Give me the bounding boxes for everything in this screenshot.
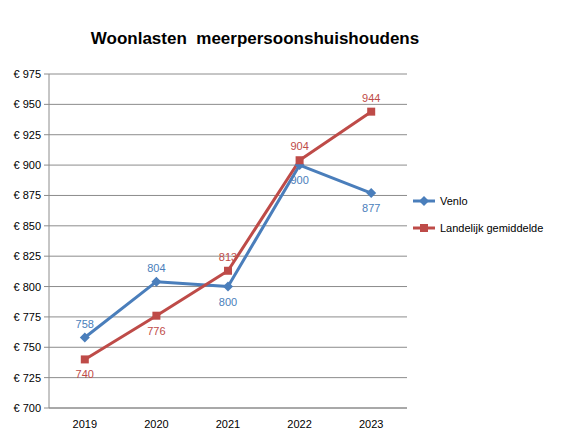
y-tick xyxy=(44,316,49,317)
title: Woonlasten meerpersoonshuishoudens xyxy=(91,29,419,48)
grid-line xyxy=(49,225,407,226)
data-point xyxy=(223,282,233,292)
legend-label: Landelijk gemiddelde xyxy=(440,222,543,234)
y-tick-label: € 725 xyxy=(13,372,41,384)
legend-marker xyxy=(420,224,428,232)
data-label: 904 xyxy=(290,140,308,152)
data-label: 813 xyxy=(219,251,237,263)
x-tick-label: 2023 xyxy=(359,418,383,430)
data-point xyxy=(151,277,161,287)
y-axis xyxy=(49,74,50,408)
grid-line xyxy=(49,408,407,409)
y-tick xyxy=(44,225,49,226)
y-tick-label: € 900 xyxy=(13,159,41,171)
grid-line xyxy=(49,104,407,105)
grid-line xyxy=(49,316,407,317)
data-point xyxy=(367,108,375,116)
data-label: 804 xyxy=(147,262,165,274)
grid-line xyxy=(49,377,407,378)
data-label: 758 xyxy=(76,318,94,330)
y-tick xyxy=(44,408,49,409)
y-tick-label: € 700 xyxy=(13,402,41,414)
x-tick-label: 2022 xyxy=(287,418,311,430)
x-axis xyxy=(49,408,407,409)
y-tick-label: € 925 xyxy=(13,129,41,141)
plot-area xyxy=(80,108,376,364)
data-point xyxy=(81,355,89,363)
grid-line xyxy=(49,165,407,166)
y-tick xyxy=(44,195,49,196)
legend-marker xyxy=(419,196,429,206)
x-tick-label: 2019 xyxy=(73,418,97,430)
chart: Woonlasten meerpersoonshuishoudens € 700 €… xyxy=(0,0,586,432)
y-tick xyxy=(44,74,49,75)
data-label: 944 xyxy=(362,92,380,104)
grid-line xyxy=(49,195,407,196)
y-tick-label: € 775 xyxy=(13,311,41,323)
data-label: 877 xyxy=(362,202,380,214)
legend-label: Venlo xyxy=(440,195,468,207)
y-tick-label: € 800 xyxy=(13,281,41,293)
y-tick xyxy=(44,104,49,105)
data-label: 776 xyxy=(147,325,165,337)
y-tick xyxy=(44,256,49,257)
grid-line xyxy=(49,134,407,135)
data-point xyxy=(152,312,160,320)
y-tick xyxy=(44,347,49,348)
data-label: 800 xyxy=(219,296,237,308)
data-point xyxy=(296,156,304,164)
y-tick-label: € 750 xyxy=(13,341,41,353)
y-tick-label: € 950 xyxy=(13,98,41,110)
y-tick-label: € 850 xyxy=(13,220,41,232)
data-point xyxy=(366,188,376,198)
x-tick-label: 2021 xyxy=(216,418,240,430)
y-tick-label: € 875 xyxy=(13,189,41,201)
y-tick xyxy=(44,377,49,378)
data-point xyxy=(80,333,90,343)
grid-line xyxy=(49,74,407,75)
y-tick-label: € 975 xyxy=(13,68,41,80)
y-tick-label: € 825 xyxy=(13,250,41,262)
data-label: 900 xyxy=(290,174,308,186)
series-line xyxy=(85,112,371,360)
x-tick-label: 2020 xyxy=(144,418,168,430)
y-tick xyxy=(44,286,49,287)
series-line xyxy=(85,165,371,337)
y-tick xyxy=(44,134,49,135)
data-point xyxy=(224,267,232,275)
data-label: 740 xyxy=(76,368,94,380)
y-tick xyxy=(44,165,49,166)
